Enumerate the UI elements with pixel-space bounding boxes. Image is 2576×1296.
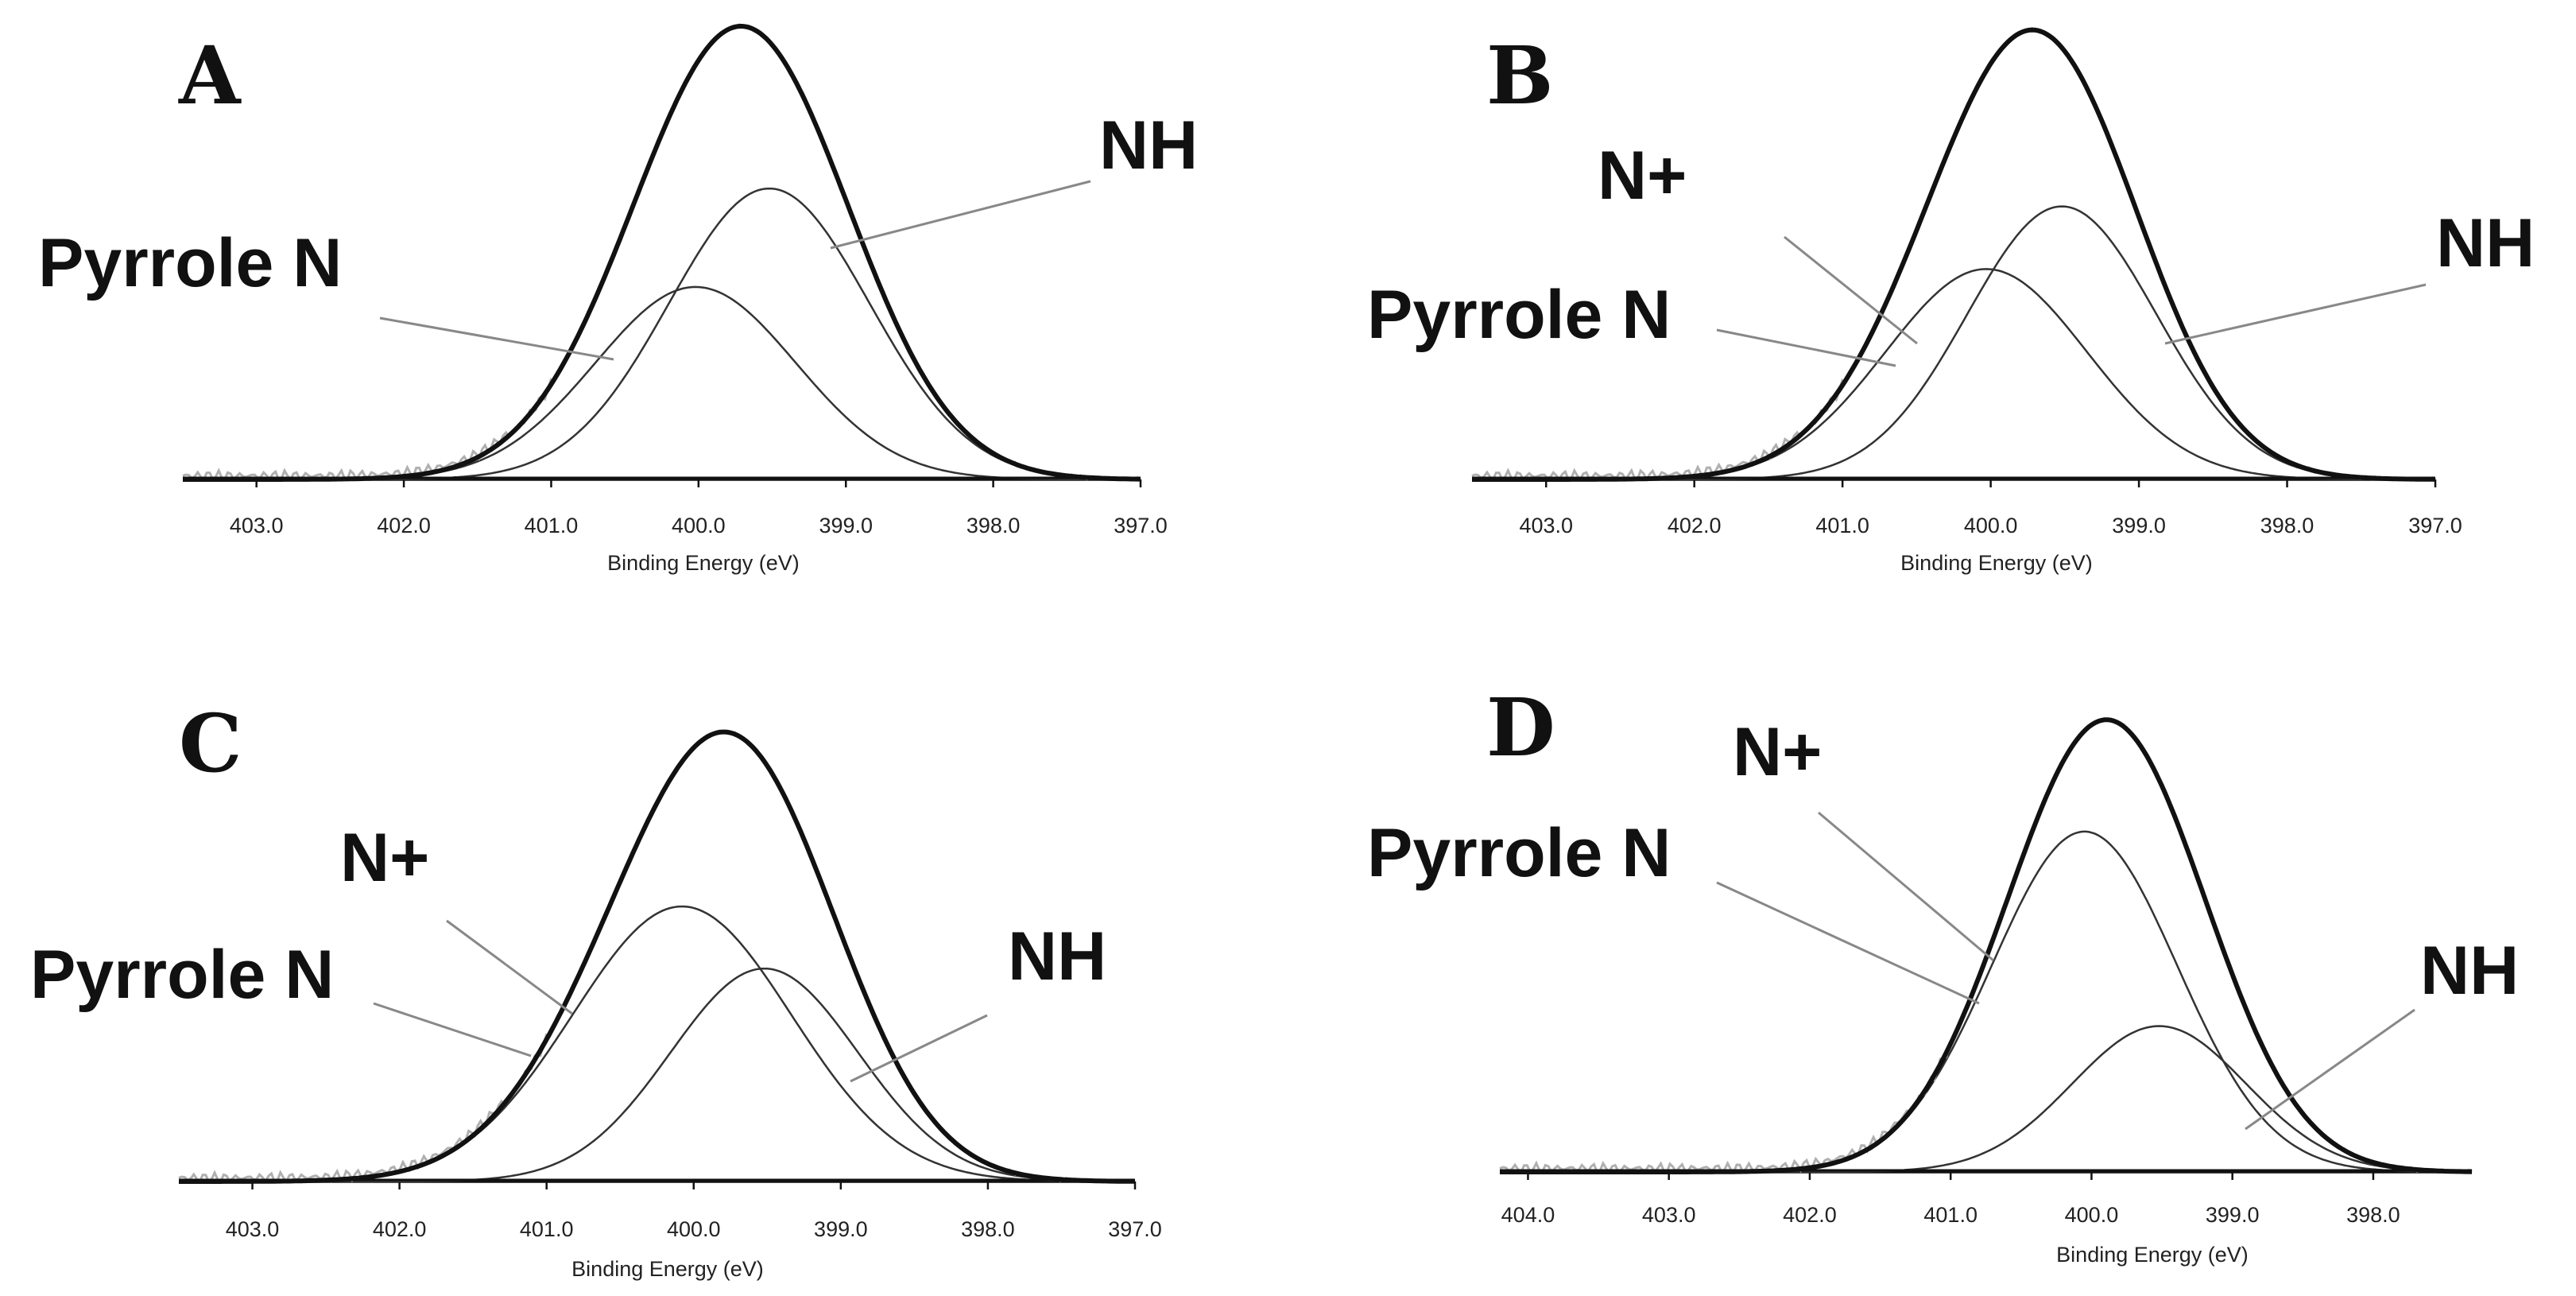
leader-line-nh bbox=[830, 180, 1091, 250]
x-axis-label-b: Binding Energy (eV) bbox=[1900, 551, 2093, 575]
x-tick-label: 402.0 bbox=[1668, 514, 1722, 537]
chart-panel-b: B 403.0 402.0 401.0 400.0 399.0 398.0 397.0 N+… bbox=[1288, 0, 2576, 636]
x-tick-label: 399.0 bbox=[819, 514, 873, 537]
envelope-fit-line bbox=[183, 24, 1141, 482]
plot-area-b: 403.0 402.0 401.0 400.0 399.0 398.0 397.0 bbox=[1471, 26, 2462, 537]
leader-line-n-plus bbox=[446, 919, 573, 1015]
x-tick-label: 399.0 bbox=[2206, 1203, 2260, 1227]
plot-area-a: 403.0 402.0 401.0 400.0 399.0 398.0 397.0 bbox=[182, 23, 1168, 537]
chart-panel-d: D 404.0 403.0 402.0 401.0 400.0 399.0 398.0 N+… bbox=[1288, 636, 2576, 1296]
annotation-n-plus: N+ bbox=[340, 820, 429, 896]
leader-line-pyrrole-n bbox=[1716, 328, 1896, 367]
annotation-pyrrole-n: Pyrrole N bbox=[30, 937, 334, 1013]
x-tick-label: 401.0 bbox=[1923, 1203, 1978, 1227]
annotation-nh: NH bbox=[1099, 107, 1198, 184]
annotation-n-plus: N+ bbox=[1598, 138, 1687, 214]
chart-panel-a: A 403.0 402.0 401.0 400.0 399.0 398.0 397.0 Py… bbox=[0, 0, 1288, 636]
x-tick-label: 402.0 bbox=[373, 1217, 427, 1241]
x-tick-label: 401.0 bbox=[525, 514, 579, 537]
envelope-fit-line bbox=[1472, 27, 2436, 482]
x-tick-label: 401.0 bbox=[1815, 514, 1869, 537]
chart-c-svg: C 403.0 402.0 401.0 400.0 399.0 398.0 397.0 N+… bbox=[30, 697, 1162, 1281]
panel-letter-a: A bbox=[178, 29, 242, 122]
x-tick-label: 398.0 bbox=[2346, 1203, 2400, 1227]
annotation-nh: NH bbox=[1008, 918, 1106, 995]
x-tick-label: 401.0 bbox=[520, 1217, 574, 1241]
annotation-nh: NH bbox=[2436, 205, 2535, 281]
leader-line-n-plus bbox=[1818, 811, 1994, 962]
x-tick-label: 403.0 bbox=[1642, 1203, 1696, 1227]
plot-area-d: 404.0 403.0 402.0 401.0 400.0 399.0 398.0 bbox=[1499, 717, 2473, 1227]
x-tick-label: 403.0 bbox=[1519, 514, 1573, 537]
leader-line-n-plus bbox=[1784, 235, 1918, 345]
x-axis-label-d: Binding Energy (eV) bbox=[2056, 1243, 2249, 1267]
x-tick-label: 400.0 bbox=[667, 1217, 721, 1241]
x-tick-label: 397.0 bbox=[1114, 514, 1168, 537]
leader-line-pyrrole-n bbox=[373, 1002, 532, 1057]
series-line-nh bbox=[1500, 1025, 2472, 1174]
annotation-pyrrole-n: Pyrrole N bbox=[38, 225, 342, 301]
x-tick-label: 400.0 bbox=[1964, 514, 2018, 537]
chart-b-svg: B 403.0 402.0 401.0 400.0 399.0 398.0 397.0 N+… bbox=[1367, 26, 2535, 575]
annotation-pyrrole-n: Pyrrole N bbox=[1367, 277, 1671, 353]
x-tick-label: 400.0 bbox=[2065, 1203, 2119, 1227]
annotation-pyrrole-n: Pyrrole N bbox=[1367, 815, 1671, 891]
x-tick-label: 397.0 bbox=[2408, 514, 2462, 537]
x-axis-label-a: Binding Energy (eV) bbox=[607, 551, 800, 575]
panel-letter-c: C bbox=[179, 697, 242, 790]
chart-a-svg: A 403.0 402.0 401.0 400.0 399.0 398.0 397.0 Py… bbox=[38, 23, 1198, 575]
leader-line-pyrrole-n bbox=[379, 316, 614, 361]
envelope-fit-line bbox=[179, 729, 1135, 1184]
annotation-nh: NH bbox=[2420, 933, 2519, 1009]
x-tick-label: 397.0 bbox=[1108, 1217, 1162, 1241]
x-tick-label: 403.0 bbox=[230, 514, 284, 537]
x-tick-label: 403.0 bbox=[226, 1217, 280, 1241]
leader-line-pyrrole-n bbox=[1716, 881, 1980, 1005]
x-tick-label: 399.0 bbox=[814, 1217, 868, 1241]
x-tick-label: 398.0 bbox=[2260, 514, 2315, 537]
panel-letter-b: B bbox=[1486, 29, 1554, 122]
envelope-fit-line bbox=[1500, 717, 2473, 1174]
raw-data-line bbox=[1499, 718, 2473, 1174]
leader-line-nh bbox=[2164, 283, 2427, 345]
panel-letter-d: D bbox=[1486, 681, 1555, 774]
chart-panel-c: C 403.0 402.0 401.0 400.0 399.0 398.0 397.0 N+… bbox=[0, 636, 1288, 1296]
x-tick-label: 398.0 bbox=[966, 514, 1021, 537]
x-tick-label: 398.0 bbox=[961, 1217, 1015, 1241]
x-tick-label: 402.0 bbox=[377, 514, 431, 537]
x-tick-label: 404.0 bbox=[1501, 1203, 1555, 1227]
chart-d-svg: D 404.0 403.0 402.0 401.0 400.0 399.0 398.0 N+… bbox=[1367, 681, 2519, 1267]
raw-data-line bbox=[1471, 26, 2436, 483]
x-axis-label-c: Binding Energy (eV) bbox=[571, 1257, 764, 1281]
plot-area-c: 403.0 402.0 401.0 400.0 399.0 398.0 397.0 bbox=[178, 729, 1162, 1241]
x-tick-label: 399.0 bbox=[2112, 514, 2166, 537]
x-tick-label: 402.0 bbox=[1783, 1203, 1837, 1227]
leader-line-nh bbox=[850, 1014, 988, 1083]
annotation-n-plus: N+ bbox=[1733, 714, 1822, 790]
x-tick-label: 400.0 bbox=[672, 514, 726, 537]
leader-line-nh bbox=[2245, 1008, 2415, 1131]
